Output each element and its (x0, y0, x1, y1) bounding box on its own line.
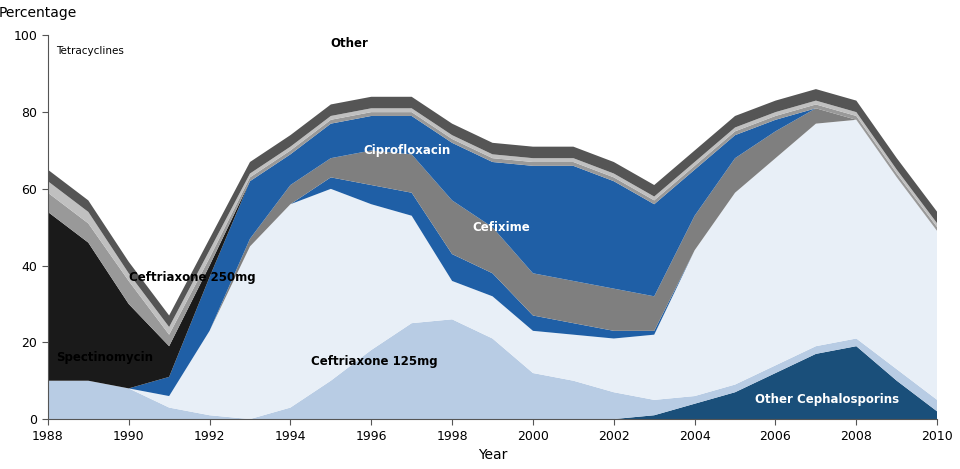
Text: Percentage: Percentage (0, 6, 77, 20)
Text: Ciprofloxacin: Ciprofloxacin (363, 144, 450, 157)
Text: Ofloxacin: Ofloxacin (492, 94, 555, 107)
Text: Tetracyclines: Tetracyclines (56, 46, 124, 56)
Text: Other: Other (331, 37, 369, 50)
Text: Cefixime: Cefixime (472, 221, 530, 234)
Text: Ceftriaxone 250mg: Ceftriaxone 250mg (129, 271, 255, 284)
Text: Ceftriaxone 125mg: Ceftriaxone 125mg (311, 355, 437, 368)
Text: Spectinomycin: Spectinomycin (56, 351, 153, 364)
Text: Penicillins: Penicillins (56, 121, 123, 134)
Text: Other Cephalosporins: Other Cephalosporins (756, 393, 900, 407)
X-axis label: Year: Year (478, 448, 507, 462)
